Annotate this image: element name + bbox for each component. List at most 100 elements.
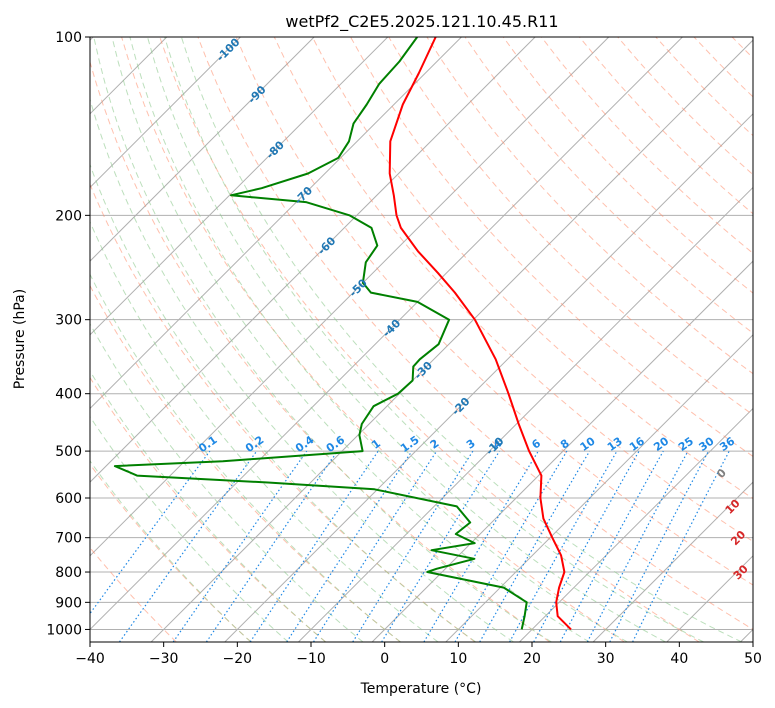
mixing-ratio-line [586,450,689,642]
y-tick-label: 900 [55,595,82,611]
isotherm-line [90,37,241,189]
moist-adiabat-line [90,220,439,642]
mixing-ratio-layer [90,450,730,642]
cape-label: 20 [728,528,748,548]
dry-adiabat-line [693,37,753,98]
mixing-ratio-line [352,450,474,642]
x-tick-label: 40 [670,651,688,667]
moist-adiabat-line [90,97,514,642]
y-tick-label: 600 [55,491,82,507]
isotherm-line [445,334,753,642]
dry-adiabat-line [90,60,551,642]
x-tick-label: −20 [223,651,253,667]
mixing-ratio-line [249,450,379,642]
tick-layer: −40 −30 −20 −10 0 10 20 30 40 5010020030040050060… [46,30,762,667]
y-axis-label: Pressure (hPa) [12,289,28,389]
mixing-ratio-label: 3 [464,437,478,452]
grid-layer [90,37,753,642]
dry-adiabat-line [273,37,753,543]
x-axis-label: Temperature (°C) [360,681,482,697]
cape-label: 40 [750,587,770,607]
mixing-ratio-label: 2 [428,437,442,452]
dry-adiabat-line [311,37,753,500]
moist-adiabat-line [180,37,742,642]
dry-adiabat-line [464,37,753,334]
cape-label: 10 [723,497,743,517]
mixing-ratio-line [559,450,664,642]
temperature-line [388,37,572,631]
isotherm-line [150,39,753,642]
mixing-ratio-line [312,450,438,642]
isotherm-line [519,407,753,642]
dry-adiabat-line [90,182,476,642]
isotherm-line [90,37,315,262]
moist-adiabat-line [90,370,326,642]
mixing-ratio-line [454,450,568,642]
mixing-ratio-label: 6 [529,436,543,451]
isotherm-label: -60 [315,234,338,257]
y-tick-label: 1000 [46,622,82,638]
mixing-ratio-line [90,450,211,615]
isotherm-line [592,481,753,642]
isotherm-line [666,555,753,642]
y-tick-label: 700 [55,531,82,547]
chart-title: wetPf2_C2E5.2025.121.10.45.R11 [285,12,558,32]
cape-label: 30 [731,562,751,582]
dry-adiabat-line [388,37,753,416]
dry-adiabat-line [655,37,753,137]
dry-adiabat-line [502,37,753,294]
dry-adiabat-line [159,37,700,642]
isotherm-line [224,113,753,642]
moist-adiabat-line [93,37,552,642]
series-layer [113,37,572,631]
dry-adiabat-line [197,37,753,630]
dry-adiabat-line [541,37,753,254]
mixing-ratio-label: 0.1 [196,433,219,455]
plot-frame [89,36,754,643]
dry-adiabat-line [770,37,775,642]
isotherm-line [90,37,536,483]
moist-adiabat-line [147,37,666,642]
isotherm-line [90,37,389,336]
isotherm-line [90,37,610,557]
cape-label: 0 [714,466,729,481]
mixing-ratio-line [533,450,640,642]
dry-adiabat-line [235,37,753,586]
mixing-ratio-line [423,450,539,642]
x-tick-label: −30 [149,651,179,667]
x-tick-label: −10 [296,651,326,667]
y-tick-label: 800 [55,565,82,581]
y-tick-label: 200 [55,208,82,224]
isotherm-line [740,628,753,642]
x-tick-label: 10 [449,651,467,667]
dry-adiabat-line [90,284,401,642]
x-tick-label: 0 [380,651,389,667]
y-tick-label: 400 [55,387,82,403]
isotherm-label: -30 [412,359,435,382]
mixing-ratio-line [119,450,258,642]
moist-adiabat-line [90,322,364,642]
dry-adiabat-line [90,376,327,642]
isotherm-label: -90 [245,83,268,106]
mixing-ratio-line [509,450,618,642]
adiabat-layer [90,37,775,642]
mixing-ratio-line [286,450,413,642]
moist-adiabat-line [90,460,252,642]
y-tick-label: 500 [55,444,82,460]
dry-adiabat-line [617,37,753,176]
mixing-ratio-line [172,450,308,642]
x-tick-label: 30 [597,651,615,667]
label-layer: 0.1 0.2 0.4 0.6 1 1.5 2 3 4 6 8 10 13 16 20 25 30 36-100-… [196,37,770,607]
mixing-ratio-label: 0.4 [293,433,317,455]
dry-adiabat-line [350,37,753,458]
y-tick-label: 100 [55,30,82,46]
isotherm-line [90,37,683,631]
isotherm-line [90,37,462,410]
x-tick-label: −40 [75,651,105,667]
moist-adiabat-line [129,37,628,642]
x-tick-label: 20 [523,651,541,667]
mixing-ratio-line [205,450,338,642]
dry-adiabat-line [121,37,625,642]
y-tick-label: 300 [55,313,82,329]
